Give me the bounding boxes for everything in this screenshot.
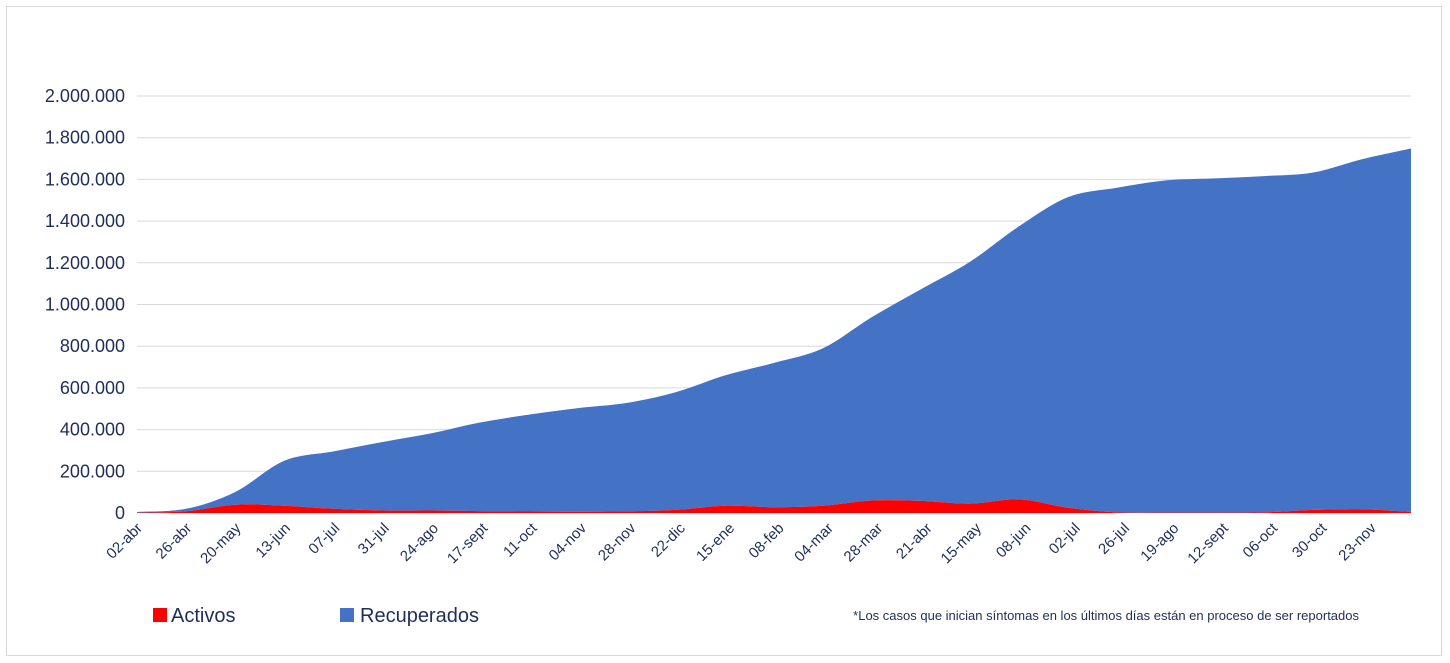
x-tick-label: 15-ene [693, 520, 738, 565]
x-tick-label: 04-nov [546, 519, 591, 564]
area-recuperados [137, 148, 1411, 513]
x-tick-label: 02-jul [1046, 520, 1084, 558]
legend-swatch-activos [153, 608, 167, 622]
x-tick-label: 15-may [938, 519, 986, 567]
y-tick-label: 0 [115, 503, 125, 523]
x-tick-label: 22-dic [648, 519, 689, 560]
x-tick-label: 11-oct [500, 519, 541, 560]
x-tick-label: 31-jul [355, 520, 393, 558]
x-tick-label: 28-mar [841, 520, 887, 566]
y-tick-label: 400.000 [60, 420, 125, 440]
x-tick-label: 20-may [197, 519, 245, 567]
x-tick-label: 08-jun [993, 520, 1035, 562]
y-tick-label: 1.800.000 [45, 128, 125, 148]
x-tick-label: 21-abr [893, 520, 936, 563]
x-tick-label: 19-ago [1137, 520, 1182, 565]
x-axis-ticks: 02-abr 26-abr 20-may 13-jun 07-jul 31-jul 24-a… [103, 519, 1380, 567]
x-tick-label: 26-jul [1095, 520, 1133, 558]
footnote: *Los casos que inician síntomas en los ú… [853, 608, 1359, 623]
y-axis-ticks: 0 200.000 400.000 600.000 800.000 1.000.000 1.… [45, 86, 125, 523]
x-tick-label: 08-feb [745, 520, 787, 562]
legend: Activos Recuperados [153, 605, 479, 627]
x-tick-label: 04-mar [791, 520, 837, 566]
y-tick-label: 2.000.000 [45, 86, 125, 106]
x-tick-label: 02-abr [103, 520, 146, 563]
x-tick-label: 23-nov [1335, 519, 1380, 564]
legend-label-recuperados: Recuperados [360, 605, 479, 627]
x-tick-label: 06-oct [1240, 519, 1282, 561]
y-tick-label: 600.000 [60, 378, 125, 398]
x-tick-label: 12-sept [1184, 519, 1232, 567]
legend-label-activos: Activos [171, 605, 235, 627]
chart-frame: 0 200.000 400.000 600.000 800.000 1.000.000 1.… [6, 6, 1442, 656]
x-tick-label: 17-sept [444, 519, 492, 567]
x-tick-label: 26-abr [153, 520, 196, 563]
x-tick-label: 24-ago [397, 520, 442, 565]
series-areas [137, 148, 1411, 513]
y-tick-label: 800.000 [60, 336, 125, 356]
x-tick-label: 30-oct [1289, 519, 1331, 561]
legend-swatch-recuperados [340, 608, 354, 622]
x-tick-label: 28-nov [595, 519, 640, 564]
y-tick-label: 1.400.000 [45, 211, 125, 231]
y-tick-label: 1.200.000 [45, 253, 125, 273]
y-tick-label: 1.600.000 [45, 169, 125, 189]
area-activos [137, 499, 1411, 513]
y-tick-label: 200.000 [60, 461, 125, 481]
x-tick-label: 07-jul [305, 520, 343, 558]
y-tick-label: 1.000.000 [45, 295, 125, 315]
x-tick-label: 13-jun [252, 520, 294, 562]
area-chart: 0 200.000 400.000 600.000 800.000 1.000.000 1.… [45, 86, 1411, 627]
